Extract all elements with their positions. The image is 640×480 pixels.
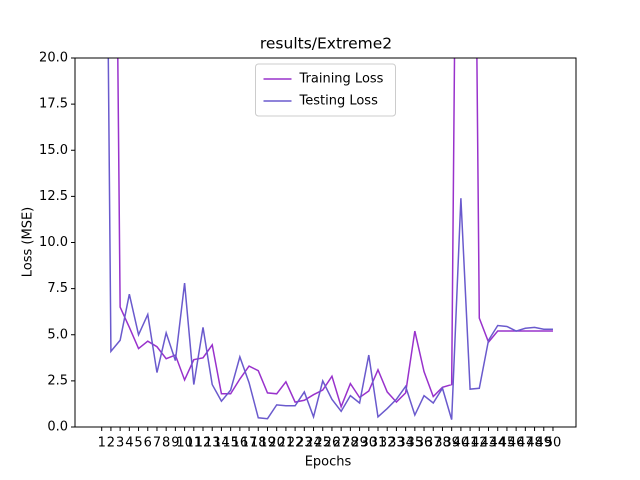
y-tick-label: 12.5 bbox=[39, 189, 68, 204]
y-tick-label: 0.0 bbox=[47, 420, 68, 435]
x-tick-label: 26 bbox=[324, 436, 341, 451]
x-tick-label: 35 bbox=[407, 436, 424, 451]
x-tick-label: 6 bbox=[144, 436, 152, 451]
x-tick-label: 43 bbox=[480, 436, 497, 451]
y-tick-label: 20.0 bbox=[39, 51, 68, 66]
x-tick-label: 21 bbox=[278, 436, 295, 451]
legend-label: Testing Loss bbox=[299, 94, 379, 109]
x-tick-label: 4 bbox=[125, 436, 133, 451]
x-tick-label: 32 bbox=[379, 436, 396, 451]
x-tick-label: 44 bbox=[489, 436, 506, 451]
x-tick-label: 42 bbox=[471, 436, 488, 451]
x-tick-label: 10 bbox=[176, 436, 193, 451]
legend-box bbox=[255, 63, 396, 117]
y-tick-label: 10.0 bbox=[39, 235, 68, 250]
x-tick-label: 11 bbox=[186, 436, 203, 451]
x-tick-label: 34 bbox=[397, 436, 414, 451]
x-tick-label: 3 bbox=[116, 436, 124, 451]
x-tick-label: 49 bbox=[535, 436, 552, 451]
x-tick-label: 48 bbox=[526, 436, 543, 451]
x-tick-label: 45 bbox=[499, 436, 516, 451]
plot-area bbox=[107, 58, 553, 420]
x-tick-label: 9 bbox=[171, 436, 179, 451]
x-tick-label: 14 bbox=[213, 436, 230, 451]
x-tick-label: 40 bbox=[453, 436, 470, 451]
x-tick-label: 1 bbox=[98, 436, 106, 451]
x-tick-label: 29 bbox=[351, 436, 368, 451]
y-tick-label: 15.0 bbox=[39, 143, 68, 158]
legend-label: Training Loss bbox=[299, 72, 384, 87]
x-tick-label: 5 bbox=[134, 436, 142, 451]
x-tick-label: 16 bbox=[232, 436, 249, 451]
x-tick-label: 39 bbox=[443, 436, 460, 451]
x-tick-label: 23 bbox=[296, 436, 313, 451]
x-tick-label: 15 bbox=[222, 436, 239, 451]
x-tick-label: 37 bbox=[425, 436, 442, 451]
x-tick-label: 12 bbox=[195, 436, 212, 451]
x-tick-label: 27 bbox=[333, 436, 350, 451]
x-tick-label: 17 bbox=[241, 436, 258, 451]
x-tick-label: 2 bbox=[107, 436, 115, 451]
x-tick-label: 7 bbox=[153, 436, 161, 451]
x-tick-label: 50 bbox=[545, 436, 562, 451]
y-axis-label: Loss (MSE) bbox=[21, 207, 36, 277]
x-tick-label: 28 bbox=[342, 436, 359, 451]
x-tick-label: 30 bbox=[361, 436, 378, 451]
y-tick-label: 2.5 bbox=[47, 373, 68, 388]
x-tick-label: 20 bbox=[268, 436, 285, 451]
x-tick-label: 8 bbox=[162, 436, 170, 451]
x-tick-label: 22 bbox=[287, 436, 304, 451]
x-axis-label: Epochs bbox=[305, 455, 352, 470]
y-tick-label: 17.5 bbox=[39, 97, 68, 112]
line-series bbox=[117, 58, 553, 409]
x-tick-label: 41 bbox=[462, 436, 479, 451]
axes-frame bbox=[74, 57, 577, 428]
y-tick-label: 7.5 bbox=[47, 281, 68, 296]
x-tick-label: 47 bbox=[517, 436, 534, 451]
x-tick-label: 13 bbox=[204, 436, 221, 451]
x-tick-label: 38 bbox=[434, 436, 451, 451]
x-tick-label: 36 bbox=[416, 436, 433, 451]
y-tick-label: 5.0 bbox=[47, 327, 68, 342]
x-tick-label: 46 bbox=[508, 436, 525, 451]
line-series bbox=[107, 58, 553, 420]
x-tick-label: 18 bbox=[250, 436, 267, 451]
x-tick-label: 25 bbox=[314, 436, 331, 451]
x-tick-label: 19 bbox=[259, 436, 276, 451]
x-tick-label: 24 bbox=[305, 436, 322, 451]
x-tick-label: 33 bbox=[388, 436, 405, 451]
chart-title: results/Extreme2 bbox=[260, 35, 392, 53]
x-tick-label: 31 bbox=[370, 436, 387, 451]
